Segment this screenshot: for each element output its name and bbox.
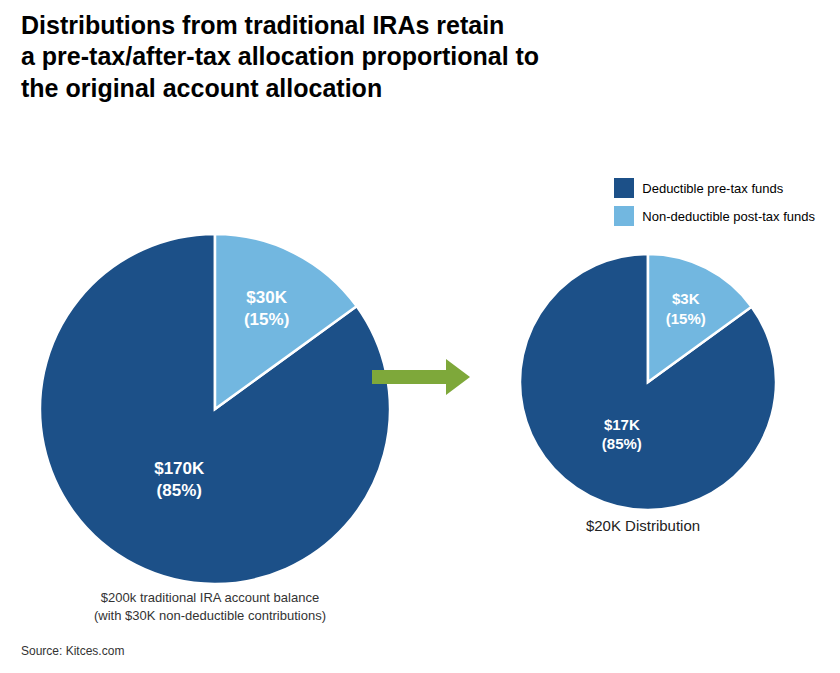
svg-text:$17K(85%): $17K(85%) (602, 415, 642, 452)
svg-text:$170K(85%): $170K(85%) (154, 459, 205, 500)
html-text:Deductible pre-tax funds: Deductible pre-tax funds (642, 180, 784, 196)
html-text:$200k traditional IRA account: $200k traditional IRA account balance (w… (94, 590, 326, 624)
html-text:Distributions from traditional: Distributions from traditional IRAs reta… (21, 11, 540, 102)
html-text:$20K Distribution: $20K Distribution (585, 517, 701, 534)
svg-text:$3K(15%): $3K(15%) (666, 290, 706, 327)
html-text:Non-deductible post-tax funds: Non-deductible post-tax funds (642, 208, 815, 224)
html-text:Source: Kitces.com: Source: Kitces.com (21, 644, 125, 658)
svg-text:$30K(15%): $30K(15%) (244, 287, 289, 328)
